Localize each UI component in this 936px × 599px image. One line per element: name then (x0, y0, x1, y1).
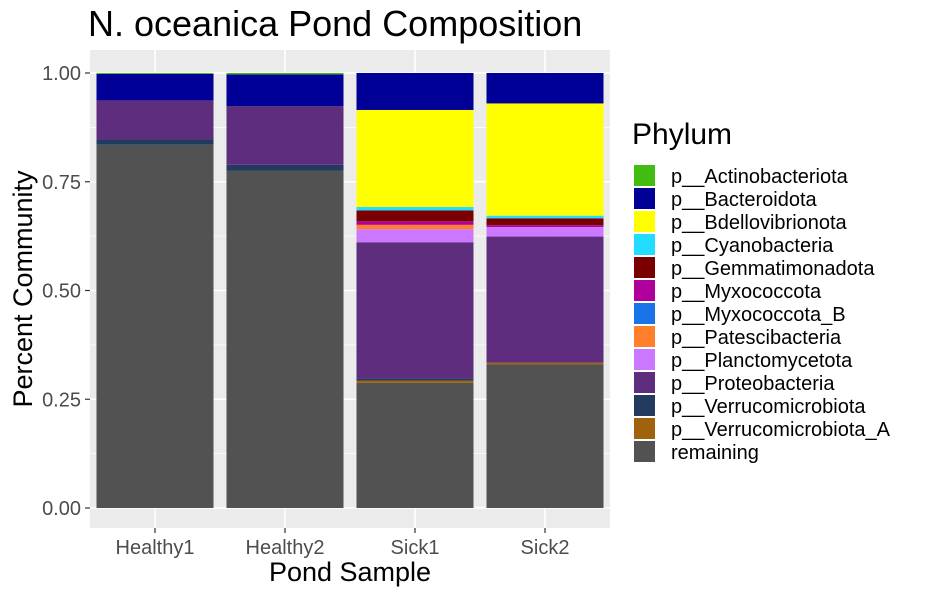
bar-segment (486, 73, 604, 104)
bar-segment (486, 218, 604, 226)
bar-segment (356, 73, 474, 110)
bar-segment (96, 73, 214, 101)
legend-item: p__Myxococcota (634, 280, 822, 303)
legend-label: p__Bdellovibrionota (671, 212, 848, 234)
legend-label: p__Actinobacteriota (671, 166, 849, 188)
legend-item: p__Planctomycetota (634, 349, 853, 372)
legend-item: p__Myxococcota_B (634, 303, 846, 326)
legend: Phylum p__Actinobacteriotap__Bacteroidot… (632, 118, 891, 464)
bar-segment (486, 364, 604, 508)
legend-label: p__Proteobacteria (671, 373, 835, 395)
bar-segment (486, 362, 604, 365)
legend-label: p__Verrucomicrobiota_A (671, 419, 891, 441)
legend-label: p__Planctomycetota (671, 350, 853, 372)
x-tick-label: Sick2 (521, 537, 570, 559)
bar-segment (486, 103, 604, 216)
bar-segment (226, 73, 344, 75)
bar-segment (486, 226, 604, 237)
bar-segment (486, 236, 604, 363)
bar-segment (226, 164, 344, 171)
bar-segment (226, 74, 344, 107)
legend-label: p__Myxococcota_B (671, 304, 846, 326)
legend-label: p__Cyanobacteria (671, 235, 834, 257)
legend-key (634, 372, 655, 393)
legend-item: p__Patescibacteria (634, 326, 842, 349)
legend-label: remaining (671, 442, 759, 464)
legend-item: p__Bacteroidota (634, 188, 818, 211)
bar-segment (96, 144, 214, 508)
y-axis-label: Percent Community (8, 170, 38, 408)
bar-segment (96, 139, 214, 145)
x-tick-label: Healthy1 (116, 537, 195, 559)
bar-segment (96, 100, 214, 140)
bars (96, 73, 604, 508)
legend-item: p__Bdellovibrionota (634, 211, 848, 234)
x-tick-label: Sick1 (391, 537, 440, 559)
legend-item: p__Proteobacteria (634, 372, 835, 395)
legend-key (634, 441, 655, 462)
legend-item: p__Actinobacteriota (634, 165, 849, 188)
legend-label: p__Patescibacteria (671, 327, 842, 349)
bar-stack-Sick2 (486, 73, 604, 508)
x-axis: Healthy1 Healthy2 Sick1 Sick2 (116, 528, 570, 559)
bar-segment (226, 106, 344, 165)
legend-key (634, 326, 655, 347)
chart-title: N. oceanica Pond Composition (88, 3, 582, 44)
legend-key (634, 280, 655, 301)
bar-segment (356, 242, 474, 379)
bar-segment (356, 378, 474, 381)
legend-label: p__Verrucomicrobiota (671, 396, 866, 418)
bar-stack-Healthy1 (96, 73, 214, 508)
legend-key (634, 165, 655, 186)
legend-item: remaining (634, 441, 759, 464)
bar-segment (226, 170, 344, 508)
bar-segment (356, 109, 474, 207)
bar-stack-Sick1 (356, 73, 474, 508)
y-tick-label: 0.50 (42, 281, 81, 303)
legend-key (634, 211, 655, 232)
legend-key (634, 257, 655, 278)
y-tick-label: 1.00 (42, 63, 81, 85)
bar-segment (356, 221, 474, 225)
bar-segment (356, 382, 474, 508)
bar-segment (356, 380, 474, 383)
legend-title: Phylum (632, 118, 732, 151)
bar-segment (486, 215, 604, 219)
bar-segment (356, 206, 474, 211)
legend-key (634, 188, 655, 209)
legend-label: p__Bacteroidota (671, 189, 818, 211)
legend-label: p__Gemmatimonadota (671, 258, 875, 280)
legend-key (634, 234, 655, 255)
legend-label: p__Myxococcota (671, 281, 822, 303)
bar-stack-Healthy2 (226, 73, 344, 508)
x-tick-label: Healthy2 (246, 537, 325, 559)
y-tick-label: 0.25 (42, 389, 81, 411)
y-tick-label: 0.75 (42, 172, 81, 194)
legend-key (634, 418, 655, 439)
bar-segment (356, 210, 474, 222)
legend-item: p__Verrucomicrobiota (634, 395, 866, 418)
y-axis: 0.00 0.25 0.50 0.75 1.00 (42, 63, 90, 520)
legend-items: p__Actinobacteriotap__Bacteroidotap__Bde… (634, 165, 891, 464)
bar-segment (356, 229, 474, 243)
legend-key (634, 303, 655, 324)
legend-item: p__Verrucomicrobiota_A (634, 418, 891, 441)
x-axis-label: Pond Sample (269, 557, 431, 587)
bar-segment (486, 225, 604, 227)
legend-item: p__Gemmatimonadota (634, 257, 875, 280)
y-tick-label: 0.00 (42, 498, 81, 520)
legend-item: p__Cyanobacteria (634, 234, 834, 257)
legend-key (634, 349, 655, 370)
bar-segment (356, 224, 474, 230)
bar-segment (96, 73, 214, 74)
legend-key (634, 395, 655, 416)
